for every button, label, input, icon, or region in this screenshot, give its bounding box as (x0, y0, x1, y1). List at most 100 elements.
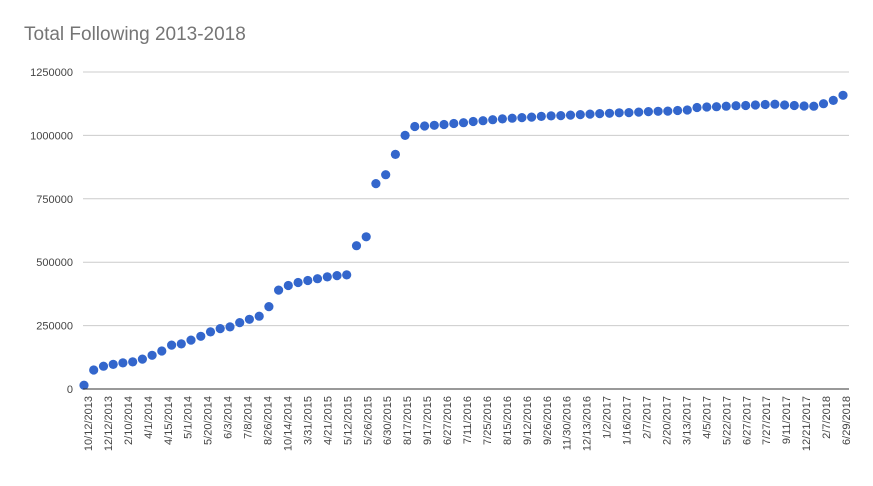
x-tick-label: 6/27/2017 (741, 396, 753, 445)
data-point (303, 275, 313, 286)
data-point (157, 346, 167, 356)
data-point (429, 120, 439, 130)
data-point (128, 357, 138, 367)
x-tick-label: 12/13/2016 (582, 396, 594, 451)
data-point (760, 99, 770, 110)
data-point (147, 350, 157, 360)
y-tick-label: 1000000 (30, 130, 73, 142)
x-tick-label: 4/5/2017 (701, 396, 713, 439)
x-tick-label: 5/1/2014 (183, 396, 195, 439)
data-point (517, 113, 527, 123)
data-point (556, 111, 566, 121)
x-tick-label: 3/31/2015 (302, 396, 314, 445)
data-point (468, 116, 478, 127)
data-point (731, 101, 741, 111)
data-point (390, 149, 400, 159)
x-tick-label: 11/30/2016 (562, 396, 574, 450)
data-point (420, 121, 430, 131)
x-tick-label: 9/26/2016 (542, 396, 554, 445)
data-point (634, 107, 644, 117)
chart-title: Total Following 2013-2018 (24, 24, 246, 45)
data-point (118, 358, 128, 368)
data-point (439, 119, 449, 130)
data-point (342, 270, 352, 280)
x-tick-label: 7/27/2017 (761, 396, 773, 445)
data-point (293, 277, 303, 288)
data-point (381, 170, 391, 180)
data-point (108, 359, 118, 369)
x-tick-label: 7/11/2016 (462, 396, 474, 444)
data-point (527, 112, 537, 122)
x-tick-label: 2/10/2014 (123, 396, 135, 445)
data-point (410, 121, 420, 132)
data-point (361, 232, 371, 242)
data-point (604, 108, 615, 118)
x-tick-label: 8/17/2015 (402, 396, 414, 445)
x-tick-label: 6/29/2018 (841, 396, 853, 445)
data-point (838, 90, 848, 100)
x-tick-label: 9/17/2015 (422, 396, 434, 445)
x-tick-label: 9/12/2016 (522, 396, 534, 445)
data-point (828, 95, 838, 105)
data-point (595, 109, 605, 119)
data-point (565, 110, 576, 120)
x-tick-label: 8/26/2014 (263, 396, 275, 445)
data-point (254, 311, 264, 321)
data-point (351, 241, 362, 251)
x-tick-label: 10/14/2014 (283, 396, 295, 451)
data-point (575, 110, 585, 120)
data-point (264, 302, 274, 312)
x-tick-label: 12/21/2017 (801, 396, 813, 451)
x-tick-label: 6/3/2014 (223, 396, 235, 439)
data-point (322, 272, 332, 282)
data-point (371, 179, 381, 189)
data-point (205, 327, 216, 337)
data-point (98, 361, 109, 371)
data-point (497, 114, 507, 124)
data-point (400, 130, 410, 140)
y-tick-label: 1250000 (30, 67, 73, 79)
data-point (196, 331, 206, 341)
data-point (449, 118, 459, 129)
data-point (235, 318, 245, 328)
x-tick-label: 7/25/2016 (482, 396, 494, 445)
data-point (682, 105, 692, 115)
data-point (89, 365, 99, 375)
x-tick-label: 4/21/2015 (322, 396, 334, 445)
data-point (225, 322, 235, 332)
x-tick-label: 7/8/2014 (243, 396, 255, 439)
x-tick-label: 5/12/2015 (342, 396, 354, 445)
data-point (215, 324, 225, 334)
x-tick-label: 5/20/2014 (203, 396, 215, 445)
x-tick-label: 4/1/2014 (143, 396, 155, 439)
data-point (721, 101, 731, 111)
x-tick-label: 9/11/2017 (781, 396, 793, 444)
data-point (283, 280, 293, 291)
y-axis-tick-labels: 0 250000 500000 750000 1000000 1250000 (30, 67, 73, 396)
data-point (312, 274, 323, 284)
data-point (770, 99, 780, 109)
data-point (186, 335, 196, 345)
data-point (244, 314, 254, 324)
x-tick-label: 1/16/2017 (622, 396, 634, 445)
data-point (818, 99, 829, 109)
data-point (79, 380, 89, 390)
data-point (536, 111, 546, 121)
x-tick-label: 12/12/2013 (103, 396, 115, 451)
data-point (643, 107, 654, 117)
data-point (663, 106, 673, 116)
data-point (478, 116, 488, 126)
data-point (546, 111, 556, 121)
x-tick-label: 5/22/2017 (721, 396, 733, 445)
data-point (789, 100, 799, 111)
data-point (507, 113, 517, 123)
x-tick-label: 10/12/2013 (83, 396, 95, 451)
y-tick-label: 0 (67, 384, 73, 396)
x-tick-label: 8/15/2016 (502, 396, 514, 445)
y-tick-label: 500000 (36, 257, 73, 269)
x-tick-label: 2/7/2017 (642, 396, 654, 439)
data-point (332, 271, 342, 281)
data-point (176, 339, 186, 349)
y-tick-label: 750000 (36, 194, 73, 206)
data-point (167, 340, 177, 350)
